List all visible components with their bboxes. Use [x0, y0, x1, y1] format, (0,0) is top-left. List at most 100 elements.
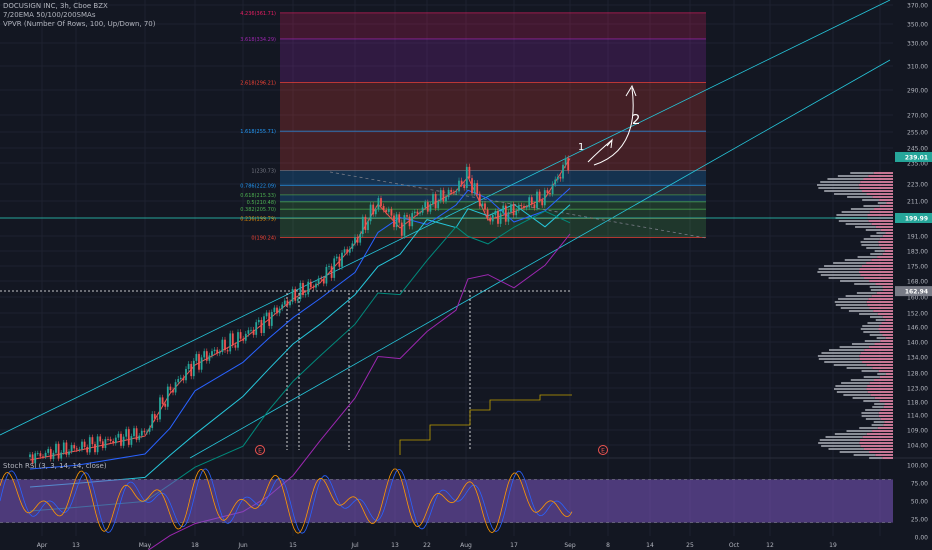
candle-body: [166, 386, 169, 407]
candle-body: [312, 287, 315, 288]
price-tick-label: 123.00: [907, 386, 928, 393]
candle-body: [218, 352, 221, 354]
volume-profile-bar: [875, 319, 886, 321]
vpvr-legend[interactable]: VPVR (Number Of Rows, 100, Up/Down, 70): [3, 20, 156, 28]
ema-legend[interactable]: 7/20EMA 50/100/200SMAs: [3, 11, 96, 19]
volume-profile-bar: [879, 205, 893, 207]
candle-body: [515, 210, 518, 216]
price-tick-label: 104.00: [907, 443, 928, 450]
time-tick-label: 13: [72, 542, 80, 549]
grid: [0, 0, 932, 536]
volume-profile-bar: [862, 325, 880, 327]
candle-body: [88, 437, 91, 453]
volume-profile-bar: [820, 274, 861, 276]
candle-body: [29, 454, 31, 457]
candle-body: [351, 243, 354, 249]
volume-profile-bar: [874, 379, 893, 381]
candle-body: [450, 189, 453, 193]
candle-body: [151, 414, 154, 428]
candle-body: [224, 339, 226, 351]
candle-body: [497, 210, 499, 224]
time-tick-label: Oct: [729, 542, 740, 549]
volume-profile-bar: [869, 382, 893, 384]
volume-profile-bar: [850, 172, 874, 174]
candle-body: [549, 193, 551, 195]
price-tick-label: 235.00: [907, 161, 928, 168]
volume-profile-bar: [862, 361, 893, 363]
volume-profile-bar: [858, 271, 893, 273]
fib-level-label: 2.618(296.21): [240, 81, 276, 87]
candle-body: [471, 178, 473, 194]
volume-profile-bar: [838, 220, 869, 222]
volume-profile-bar: [825, 436, 863, 438]
candle-body: [135, 428, 138, 440]
time-tick-label: 25: [686, 542, 694, 549]
candle-body: [486, 209, 489, 218]
volume-profile-bar: [859, 313, 878, 315]
price-tick-label: 211.00: [907, 199, 928, 206]
fib-level-label: 4.236(361.71): [240, 11, 276, 17]
candle-body: [255, 322, 258, 335]
candle-body: [437, 200, 440, 209]
volume-profile-bar: [878, 370, 893, 372]
candle-body: [491, 214, 494, 222]
candle-body: [247, 330, 250, 334]
candle-body: [289, 301, 291, 306]
candle-body: [447, 189, 450, 198]
candle-body: [52, 452, 55, 460]
candle-body: [367, 221, 369, 231]
volume-profile-bar: [872, 196, 893, 198]
volume-profile-bar: [834, 193, 867, 195]
volume-profile-bar: [866, 364, 893, 366]
candle-body: [36, 453, 39, 455]
dashed-trend: [329, 171, 707, 239]
fib-level-label: 0.382(205.70): [240, 207, 276, 213]
volume-profile-bar: [864, 340, 881, 342]
candle-body: [393, 215, 395, 228]
volume-profile-bar: [866, 433, 893, 435]
candle-body: [439, 190, 442, 201]
volume-profile-bar: [872, 430, 893, 432]
candle-body: [429, 204, 432, 212]
candle-body: [556, 176, 559, 180]
stoch-rsi-legend[interactable]: Stoch RSI (3, 3, 14, 14, close): [3, 462, 107, 470]
volume-profile-bar: [866, 388, 893, 390]
time-tick-label: Apr: [37, 542, 48, 549]
candle-body: [385, 210, 388, 212]
volume-profile-bar: [882, 286, 893, 288]
candle-body: [494, 210, 497, 215]
price-tick-label: 140.00: [907, 340, 928, 347]
volume-profile-bar: [869, 457, 883, 459]
symbol-legend[interactable]: DOCUSIGN INC, 3h, Cboe BZX: [3, 2, 108, 10]
volume-profile-bar: [879, 238, 893, 240]
volume-profile-bar: [877, 313, 893, 315]
volume-profile-bar: [878, 328, 893, 330]
volume-profile-bar: [875, 283, 893, 285]
candle-body: [408, 216, 411, 227]
volume-profile-bar: [864, 277, 893, 279]
volume-profile-bar: [824, 265, 862, 267]
volume-profile-bar: [834, 433, 867, 435]
candle-body: [562, 164, 564, 179]
time-tick-label: 14: [646, 542, 654, 549]
candle-body: [512, 204, 515, 216]
volume-profile-bar: [867, 304, 893, 306]
candle-body: [101, 441, 104, 448]
volume-profile-bar: [876, 337, 886, 339]
volume-profile-bar: [886, 202, 893, 204]
candle-body: [445, 197, 447, 202]
candle-body: [60, 452, 63, 459]
candle-body: [239, 332, 242, 339]
volume-profile-bar: [877, 256, 893, 258]
candle-body: [325, 266, 328, 284]
candle-body: [541, 200, 544, 206]
volume-profile-bar: [871, 223, 893, 225]
candle-body: [104, 439, 107, 448]
candle-body: [211, 351, 213, 356]
rsi-tick-label: 25.00: [911, 517, 928, 524]
candle-body: [68, 451, 70, 455]
candle-body: [273, 307, 276, 312]
candles: [29, 155, 570, 466]
candle-body: [377, 198, 380, 210]
